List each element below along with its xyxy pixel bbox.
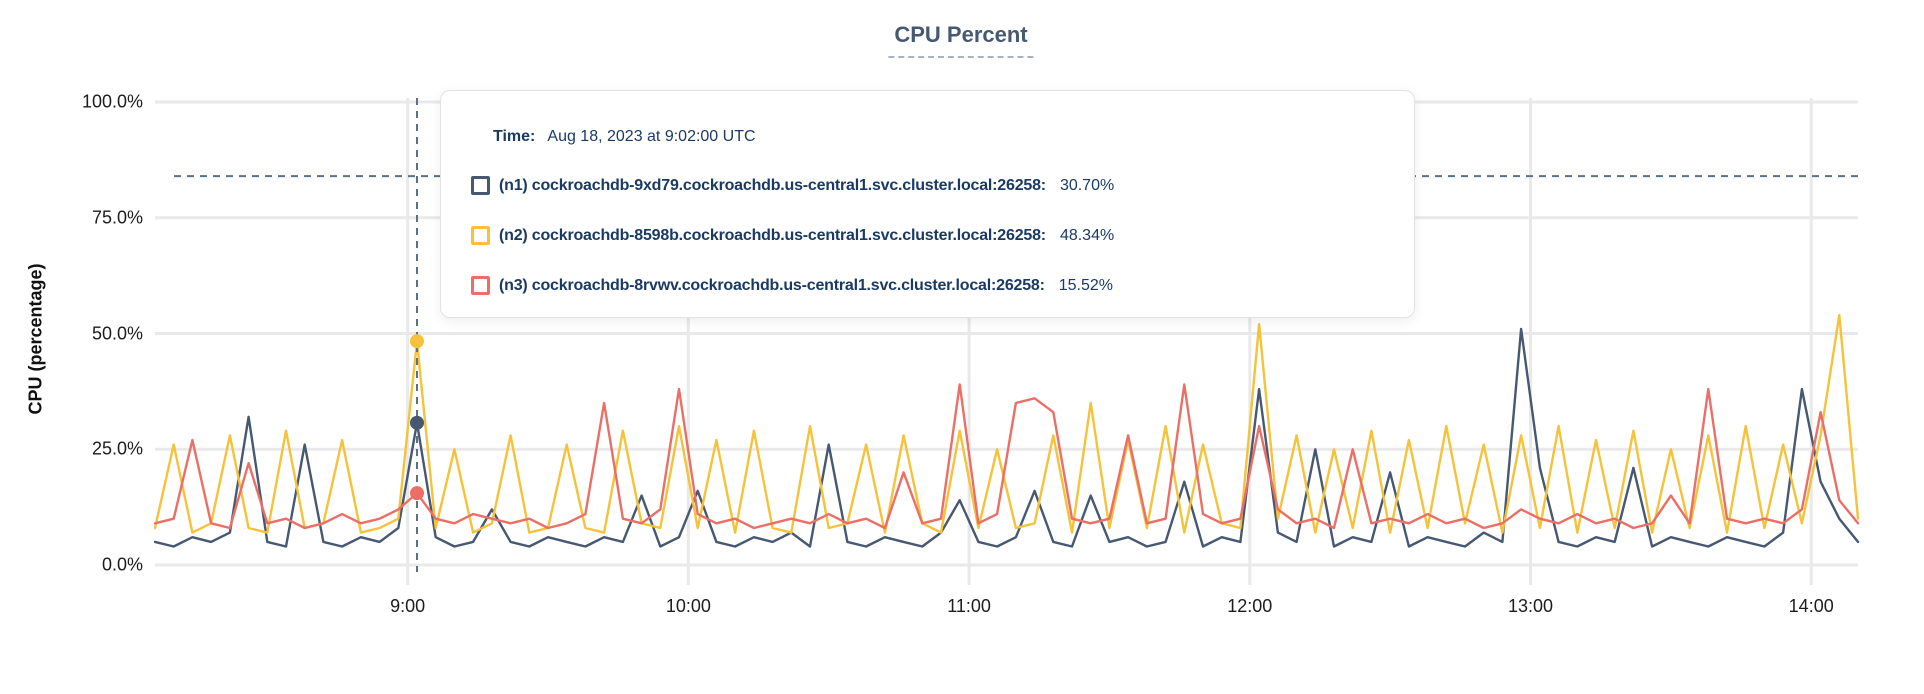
x-tick-label: 9:00 (390, 596, 426, 616)
n3-series-value: 15.52% (1058, 276, 1114, 294)
n3-series-swatch-icon (471, 276, 490, 295)
n2-series-swatch-icon (471, 226, 490, 245)
n2-series-label: (n2) cockroachdb-8598b.cockroachdb.us-ce… (499, 226, 1046, 244)
n2-series-value: 48.34% (1059, 226, 1115, 244)
tooltip-series-row-n1: (n1) cockroachdb-9xd79.cockroachdb.us-ce… (471, 176, 1384, 195)
tooltip-time-row: Time: Aug 18, 2023 at 9:02:00 UTC (493, 129, 1384, 145)
x-tick-label: 10:00 (665, 596, 711, 616)
tooltip-time-value: Aug 18, 2023 at 9:02:00 UTC (547, 128, 756, 145)
n1-series-label: (n1) cockroachdb-9xd79.cockroachdb.us-ce… (499, 176, 1046, 194)
y-tick-label: 75.0% (91, 207, 143, 228)
tooltip-time-label: Time: (493, 128, 536, 145)
n1-series-value: 30.70% (1059, 176, 1115, 194)
tooltip-series-row-n3: (n3) cockroachdb-8rvwv.cockroachdb.us-ce… (471, 276, 1384, 295)
x-tick-label: 12:00 (1227, 596, 1273, 616)
tooltip-series-row-n2: (n2) cockroachdb-8598b.cockroachdb.us-ce… (471, 226, 1384, 245)
x-tick-label: 14:00 (1788, 596, 1834, 616)
n3-series-label: (n3) cockroachdb-8rvwv.cockroachdb.us-ce… (499, 276, 1045, 294)
y-tick-label: 50.0% (91, 323, 143, 343)
y-tick-label: 100.0% (81, 91, 143, 112)
x-tick-label: 13:00 (1507, 596, 1554, 616)
n1-series-swatch-icon (471, 176, 490, 195)
hover-tooltip: Time: Aug 18, 2023 at 9:02:00 UTC (n1) c… (440, 90, 1415, 318)
chart-title[interactable]: CPU Percent (888, 22, 1034, 58)
y-tick-label: 0.0% (101, 554, 143, 575)
x-tick-label: 11:00 (947, 596, 991, 616)
y-tick-label: 25.0% (91, 438, 143, 459)
